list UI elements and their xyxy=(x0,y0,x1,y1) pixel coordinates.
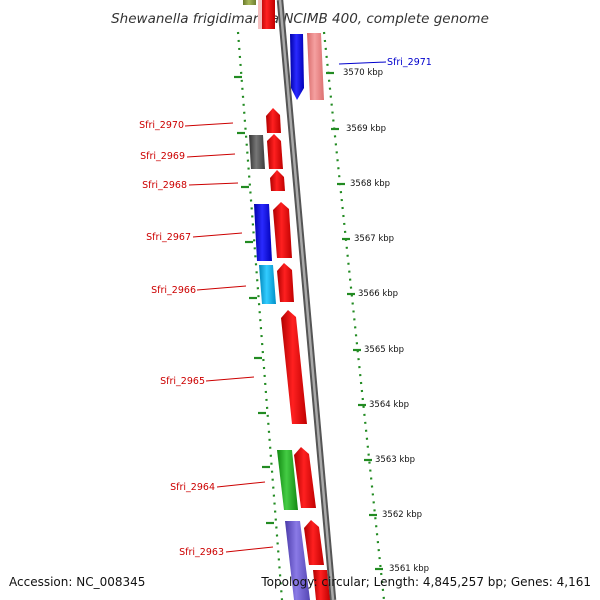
tick-label: 3562 kbp xyxy=(382,510,422,520)
topology-text: Topology: circular; Length: 4,845,257 bp… xyxy=(260,575,591,589)
gene-arrow-sfri-2968[interactable] xyxy=(270,170,285,191)
gene-label-sfri-2963[interactable]: Sfri_2963 xyxy=(179,547,224,558)
gene-arrow-green-2964[interactable] xyxy=(277,450,298,510)
gene-arrow-sfri-2965[interactable] xyxy=(281,310,307,424)
gene-arrow-sfri-2970[interactable] xyxy=(266,108,281,133)
gene-arrow-olive-top[interactable] xyxy=(243,0,256,5)
gene-leader-sfri-2971 xyxy=(338,61,387,65)
gene-arrow-pink-1[interactable] xyxy=(307,33,324,100)
gene-label-sfri-2969[interactable]: Sfri_2969 xyxy=(140,151,185,162)
gene-arrow-grey[interactable] xyxy=(249,135,265,169)
gene-arrow-blue-2967[interactable] xyxy=(254,204,272,261)
map-title: Shewanella frigidimarina NCIMB 400, comp… xyxy=(111,11,489,27)
tick-label: 3568 kbp xyxy=(350,179,390,189)
outer-ring-ticks xyxy=(326,71,383,571)
gene-arrow-red-top[interactable] xyxy=(260,0,275,29)
accession-text: Accession: NC_008345 xyxy=(9,575,145,589)
gene-label-sfri-2964[interactable]: Sfri_2964 xyxy=(170,482,215,493)
gene-arrow-sfri-2963[interactable] xyxy=(304,520,324,565)
gene-arrow-sfri-2969[interactable] xyxy=(267,134,283,169)
tick-label: 3566 kbp xyxy=(358,289,398,299)
gene-label-sfri-2966[interactable]: Sfri_2966 xyxy=(151,285,196,296)
tick-label: 3561 kbp xyxy=(389,564,429,574)
gene-label-sfri-2970[interactable]: Sfri_2970 xyxy=(139,120,184,131)
gene-arrow-sfri-2966[interactable] xyxy=(277,263,294,302)
gene-arrow-sfri-2964[interactable] xyxy=(294,447,316,508)
gene-arrow-purple-2963[interactable] xyxy=(285,521,310,600)
gene-leader-lines xyxy=(184,122,274,553)
gene-label-sfri-2965[interactable]: Sfri_2965 xyxy=(160,376,205,387)
inner-ring-ticks xyxy=(234,75,274,525)
tick-label: 3565 kbp xyxy=(364,345,404,355)
gene-label-sfri-2967[interactable]: Sfri_2967 xyxy=(146,232,191,243)
gene-label-sfri-2968[interactable]: Sfri_2968 xyxy=(142,180,187,191)
tick-label: 3563 kbp xyxy=(375,455,415,465)
gene-label-sfri-2971[interactable]: Sfri_2971 xyxy=(387,57,432,68)
gene-arrow-cyan-2966[interactable] xyxy=(259,265,276,304)
gene-arrow-red-bottom[interactable] xyxy=(313,570,330,600)
tick-label: 3569 kbp xyxy=(346,124,386,134)
tick-label: 3570 kbp xyxy=(343,68,383,78)
gene-arrow-pink-top[interactable] xyxy=(258,0,262,29)
tick-label: 3567 kbp xyxy=(354,234,394,244)
gene-arrow-sfri-2971[interactable] xyxy=(290,34,304,100)
genome-backbone-highlight xyxy=(278,0,335,600)
tick-label: 3564 kbp xyxy=(369,400,409,410)
gene-arrow-sfri-2967[interactable] xyxy=(273,202,292,258)
